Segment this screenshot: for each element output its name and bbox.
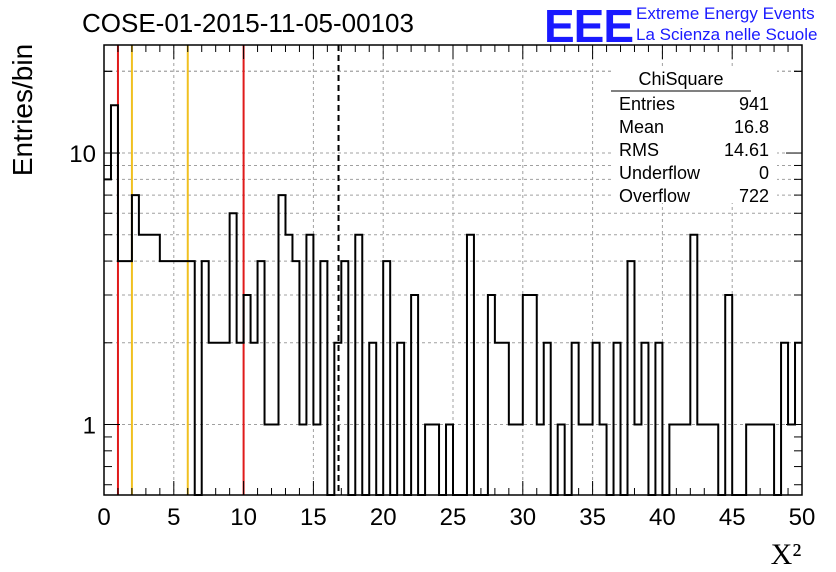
plot-title: COSE-01-2015-11-05-00103	[82, 8, 414, 38]
tick-labels: 0 5 10 15 20 25 30 35 40 45 50 1 10	[69, 141, 815, 531]
x-tick-label: 20	[370, 504, 397, 531]
stat-label-entries: Entries	[619, 94, 675, 114]
axis-ticks	[103, 45, 803, 495]
x-tick-label: 40	[649, 504, 676, 531]
x-tick-label: 30	[509, 504, 536, 531]
logo-line-2: La Scienza nelle Scuole	[636, 25, 818, 44]
x-tick-label: 35	[579, 504, 606, 531]
stat-value-overflow: 722	[739, 186, 769, 203]
histogram-outline	[104, 104, 802, 496]
y-tick-label: 1	[83, 413, 96, 440]
x-tick-label: 5	[167, 504, 180, 531]
stat-label-overflow: Overflow	[619, 186, 691, 203]
stat-value-entries: 941	[739, 94, 769, 114]
reference-lines	[116, 45, 340, 495]
x-tick-label: 25	[440, 504, 467, 531]
logo-line-1: Extreme Energy Events	[636, 4, 815, 23]
stats-title: ChiSquare	[638, 69, 723, 89]
stat-label-rms: RMS	[619, 140, 659, 160]
x-tick-label: 45	[719, 504, 746, 531]
stats-box-graphic: ChiSquare Entries 941 Mean 16.8 RMS 14.6…	[611, 69, 769, 206]
stat-value-underflow: 0	[759, 163, 769, 183]
stat-value-mean: 16.8	[734, 117, 769, 137]
y-tick-label: 10	[69, 141, 96, 168]
x-tick-label: 15	[300, 504, 327, 531]
y-axis-label: Entries/bin	[7, 44, 38, 176]
stat-label-underflow: Underflow	[619, 163, 701, 183]
stat-value-rms: 14.61	[724, 140, 769, 160]
logo-acronym: EEE	[544, 2, 633, 48]
x-axis-label: X²	[771, 538, 802, 571]
stat-label-mean: Mean	[619, 117, 664, 137]
stats-box: ChiSquare Entries 941 Mean 16.8 RMS 14.6…	[611, 67, 777, 206]
x-tick-label: 0	[97, 504, 110, 531]
x-tick-label: 10	[230, 504, 257, 531]
eee-logo: EEE	[544, 2, 634, 48]
x-tick-label: 50	[789, 504, 816, 531]
